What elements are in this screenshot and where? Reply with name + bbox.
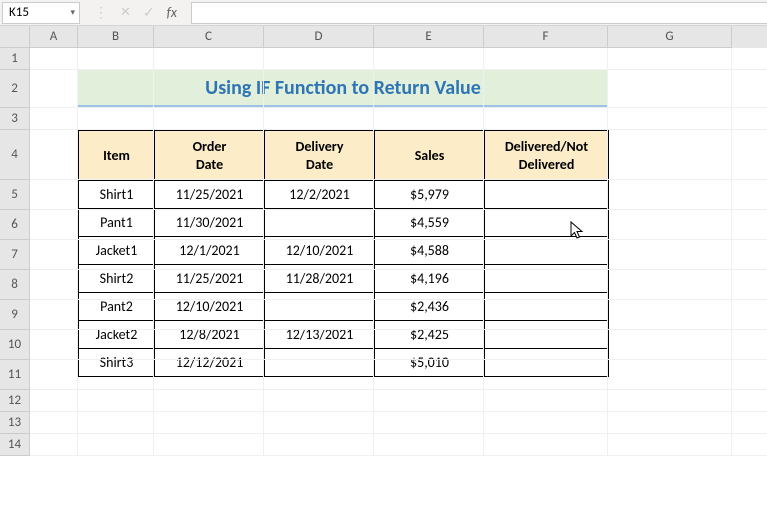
table-cell[interactable]: $2,425 — [375, 321, 485, 349]
table-cell[interactable]: 11/25/2021 — [155, 181, 265, 209]
table-cell[interactable] — [485, 321, 609, 349]
column-header-f[interactable]: F — [484, 26, 608, 48]
table-row: Shirt312/12/2021 $5,010 — [79, 349, 609, 377]
row-header-10[interactable]: 10 — [0, 330, 30, 360]
select-all-corner[interactable] — [0, 26, 30, 48]
column-header-a[interactable]: A — [30, 26, 78, 48]
column-header-d[interactable]: D — [264, 26, 374, 48]
table-row: Jacket212/8/202112/13/2021$2,425 — [79, 321, 609, 349]
table-cell[interactable]: 12/8/2021 — [155, 321, 265, 349]
row-header-4[interactable]: 4 — [0, 130, 30, 180]
row-header-6[interactable]: 6 — [0, 210, 30, 240]
data-table: ItemOrderDateDeliveryDateSalesDelivered/… — [78, 130, 609, 377]
table-header: Item — [79, 131, 155, 181]
formula-input[interactable] — [191, 2, 767, 24]
table-cell[interactable]: Pant2 — [79, 293, 155, 321]
row-header-5[interactable]: 5 — [0, 180, 30, 210]
row-header-1[interactable]: 1 — [0, 48, 30, 70]
table-cell[interactable] — [265, 293, 375, 321]
name-box[interactable]: K15 ▾ — [2, 2, 80, 24]
table-cell[interactable]: 12/10/2021 — [265, 237, 375, 265]
table-header: Delivered/NotDelivered — [485, 131, 609, 181]
table-cell[interactable]: $2,436 — [375, 293, 485, 321]
table-cell[interactable] — [485, 293, 609, 321]
row-header-8[interactable]: 8 — [0, 270, 30, 300]
table-header: DeliveryDate — [265, 131, 375, 181]
formula-bar-buttons: ⋮ ✕ ✓ fx — [80, 4, 191, 21]
separator-icon: ⋮ — [94, 4, 108, 21]
cells-area[interactable]: Using IF Function to Return Value ItemOr… — [30, 48, 767, 456]
row-header-7[interactable]: 7 — [0, 240, 30, 270]
page-title-text: Using IF Function to Return Value — [205, 76, 481, 100]
row-headers-col: 1234567891011121314 — [0, 48, 30, 456]
row-header-11[interactable]: 11 — [0, 360, 30, 390]
table-header: Sales — [375, 131, 485, 181]
table-cell[interactable] — [485, 237, 609, 265]
table-cell[interactable] — [265, 349, 375, 377]
table-cell[interactable]: 12/1/2021 — [155, 237, 265, 265]
table-cell[interactable]: $4,588 — [375, 237, 485, 265]
confirm-icon[interactable]: ✓ — [143, 4, 155, 21]
table-cell[interactable]: 12/10/2021 — [155, 293, 265, 321]
table-cell[interactable]: $5,010 — [375, 349, 485, 377]
table-row: Pant212/10/2021 $2,436 — [79, 293, 609, 321]
table-row: Pant111/30/2021 $4,559 — [79, 209, 609, 237]
spreadsheet-grid: ABCDEFG 1234567891011121314 Using IF Fun… — [0, 26, 767, 456]
table-row: Jacket112/1/202112/10/2021$4,588 — [79, 237, 609, 265]
column-headers-row: ABCDEFG — [0, 26, 767, 48]
cancel-icon[interactable]: ✕ — [120, 5, 131, 20]
table-cell[interactable] — [265, 209, 375, 237]
column-header-b[interactable]: B — [78, 26, 154, 48]
table-row: Shirt111/25/202112/2/2021$5,979 — [79, 181, 609, 209]
table-cell[interactable]: 12/2/2021 — [265, 181, 375, 209]
row-header-2[interactable]: 2 — [0, 70, 30, 108]
table-cell[interactable]: $4,559 — [375, 209, 485, 237]
column-header-e[interactable]: E — [374, 26, 484, 48]
table-cell[interactable]: Pant1 — [79, 209, 155, 237]
column-header-c[interactable]: C — [154, 26, 264, 48]
table-cell[interactable] — [485, 181, 609, 209]
row-header-9[interactable]: 9 — [0, 300, 30, 330]
row-header-13[interactable]: 13 — [0, 412, 30, 434]
table-cell[interactable]: 12/13/2021 — [265, 321, 375, 349]
row-header-3[interactable]: 3 — [0, 108, 30, 130]
table-cell[interactable]: Jacket1 — [79, 237, 155, 265]
name-box-value: K15 — [9, 5, 29, 20]
table-cell[interactable]: Shirt3 — [79, 349, 155, 377]
name-box-dropdown-icon[interactable]: ▾ — [70, 7, 75, 18]
column-header-g[interactable]: G — [608, 26, 732, 48]
fx-icon[interactable]: fx — [167, 4, 177, 21]
table-cell[interactable]: Shirt1 — [79, 181, 155, 209]
table-cell[interactable] — [485, 209, 609, 237]
row-header-12[interactable]: 12 — [0, 390, 30, 412]
row-header-14[interactable]: 14 — [0, 434, 30, 456]
table-header: OrderDate — [155, 131, 265, 181]
table-cell[interactable]: $5,979 — [375, 181, 485, 209]
page-title: Using IF Function to Return Value — [78, 70, 608, 108]
table-cell[interactable]: 12/12/2021 — [155, 349, 265, 377]
table-cell[interactable]: 11/30/2021 — [155, 209, 265, 237]
table-cell[interactable]: Jacket2 — [79, 321, 155, 349]
formula-bar: K15 ▾ ⋮ ✕ ✓ fx — [0, 0, 767, 26]
table-cell[interactable] — [485, 349, 609, 377]
